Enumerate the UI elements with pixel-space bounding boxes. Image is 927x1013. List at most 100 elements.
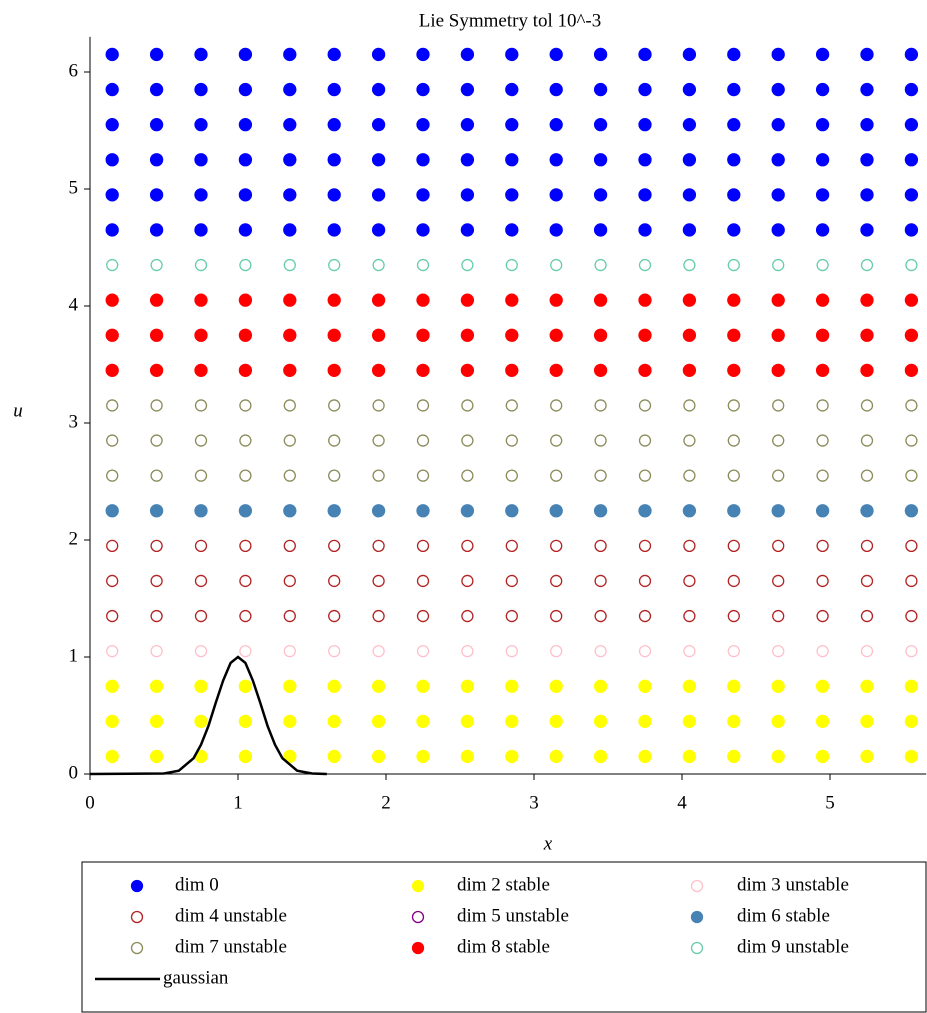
point (727, 258, 740, 272)
point (815, 118, 830, 132)
point (416, 504, 430, 518)
point (815, 188, 830, 202)
point (638, 47, 652, 62)
point (594, 574, 607, 588)
point (771, 293, 785, 307)
point (239, 574, 252, 588)
point (550, 469, 563, 482)
point (327, 363, 341, 378)
chart-title: Lie Symmetry tol 10^-3 (419, 10, 602, 31)
point (149, 118, 164, 132)
point (416, 153, 430, 167)
point (505, 47, 519, 62)
point (727, 749, 741, 764)
point (905, 609, 918, 623)
point (904, 82, 919, 97)
point (149, 223, 164, 237)
point (371, 188, 386, 202)
point (727, 609, 740, 623)
point (106, 434, 119, 447)
point (727, 714, 741, 728)
point (593, 328, 608, 342)
point (416, 574, 430, 588)
point (727, 47, 741, 62)
point (194, 434, 208, 447)
point (416, 258, 430, 272)
point (238, 504, 253, 518)
point (904, 363, 919, 378)
point (904, 749, 919, 764)
point (905, 469, 918, 482)
point (682, 47, 697, 62)
point (682, 82, 697, 97)
legend-marker (690, 910, 704, 924)
legend-marker (411, 941, 425, 955)
point (815, 749, 830, 764)
point (905, 258, 918, 272)
point (194, 258, 208, 272)
point (372, 574, 385, 588)
point (239, 258, 252, 272)
point (328, 609, 341, 623)
legend-label: dim 5 unstable (457, 905, 569, 926)
point (327, 293, 341, 307)
point (194, 188, 208, 202)
point (461, 258, 474, 272)
point (149, 679, 164, 693)
point (105, 679, 119, 693)
point (860, 293, 874, 307)
y-tick-label: 2 (69, 528, 79, 549)
point (860, 539, 874, 552)
point (283, 223, 297, 237)
point (194, 504, 208, 518)
point (460, 504, 475, 518)
point (194, 469, 208, 482)
point (727, 223, 741, 237)
point (328, 645, 341, 658)
point (771, 153, 785, 167)
point (372, 258, 385, 272)
point (416, 609, 430, 623)
point (372, 469, 385, 482)
point (815, 328, 830, 342)
point (638, 293, 652, 307)
point (505, 399, 518, 412)
point (416, 293, 430, 307)
point (460, 679, 475, 693)
point (194, 47, 208, 62)
point (328, 539, 341, 552)
point (860, 469, 874, 482)
point (416, 434, 430, 447)
legend-marker (690, 941, 704, 955)
point (727, 328, 741, 342)
point (505, 749, 519, 764)
point (505, 153, 519, 167)
legend-marker (411, 910, 425, 924)
point (327, 504, 341, 518)
point (638, 82, 652, 97)
point (283, 118, 297, 132)
point (594, 609, 607, 623)
point (460, 47, 475, 62)
point (283, 574, 296, 588)
legend-label: dim 2 stable (457, 874, 550, 895)
point (283, 188, 297, 202)
point (904, 714, 919, 728)
point (505, 363, 519, 378)
legend-marker (411, 879, 425, 893)
point (371, 504, 386, 518)
point (771, 504, 785, 518)
point (904, 679, 919, 693)
point (460, 223, 475, 237)
point (815, 223, 830, 237)
point (505, 714, 519, 728)
legend-marker (130, 941, 144, 955)
x-tick-label: 0 (85, 792, 95, 813)
point (239, 539, 252, 552)
point (238, 293, 253, 307)
x-tick-label: 5 (825, 792, 835, 813)
point (461, 399, 474, 412)
point (550, 645, 563, 658)
point (683, 609, 696, 623)
point (638, 399, 652, 412)
